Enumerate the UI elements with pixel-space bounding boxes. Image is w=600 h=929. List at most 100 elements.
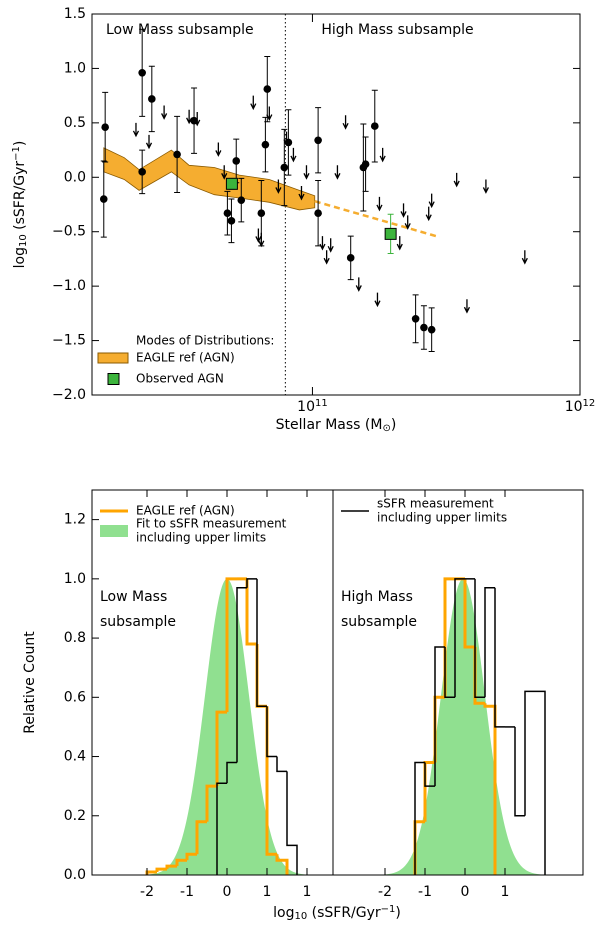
x-tick-label: -1: [180, 884, 194, 900]
x-tick-label: -2: [140, 884, 154, 900]
upper-limit-arrow: [396, 236, 403, 251]
histogram-step: [524, 690, 535, 816]
upper-limit-arrow: [319, 236, 326, 251]
y-axis-label-part: log: [12, 247, 28, 268]
legend-label: sSFR measurement: [377, 497, 494, 511]
data-point: [173, 150, 181, 159]
legend-swatch: [107, 373, 120, 385]
eagle-extension: [314, 200, 441, 239]
histogram-step: [175, 858, 187, 867]
histogram-step: [514, 726, 525, 817]
x-tick-label: -2: [378, 884, 392, 900]
x-tick-label: 1: [501, 884, 510, 900]
histogram-step: [454, 578, 465, 698]
data-point: [261, 140, 270, 149]
histogram-step: [155, 867, 167, 873]
data-point: [148, 95, 156, 103]
y-tick-label: 0.0: [64, 169, 86, 185]
upper-limit-arrow: [290, 147, 297, 163]
data-point: [101, 123, 109, 132]
annotation: High Mass subsample: [321, 22, 473, 38]
x-tick-label: -1: [418, 884, 432, 900]
legend-label: EAGLE ref (AGN): [136, 504, 235, 518]
y-tick-label: 0.0: [64, 867, 86, 883]
histogram-step: [494, 587, 505, 728]
data-point: [237, 196, 246, 204]
histogram-step: [286, 771, 298, 875]
data-point: [346, 254, 355, 262]
x-axis-label-part: 10: [294, 911, 307, 922]
x-tick-base: 10: [297, 399, 315, 415]
histogram-step: [474, 578, 485, 699]
histogram-step: [444, 646, 455, 699]
x-axis-label-part: log: [273, 905, 294, 921]
x-tick-label: 1012: [565, 398, 596, 416]
x-axis-label-part: ⊙: [382, 423, 390, 434]
histogram-step: [265, 706, 277, 856]
y-axis-label-part: (sSFR/Gyr: [12, 161, 28, 235]
data-point: [138, 168, 146, 176]
x-axis-label-part: −1: [381, 904, 396, 915]
x-axis-label-part: Stellar Mass (M: [276, 417, 383, 433]
upper-limit-arrow: [215, 142, 222, 157]
data-point: [227, 217, 236, 225]
annotation: Low Mass: [100, 589, 167, 605]
upper-limit-arrow: [132, 122, 140, 138]
legend-swatch: [97, 352, 129, 364]
histogram-step: [215, 710, 227, 787]
upper-limit-arrow: [145, 134, 153, 150]
upper-limit-arrow: [186, 109, 193, 125]
histogram-step: [226, 761, 237, 784]
x-tick-label: 1: [263, 884, 272, 900]
y-axis-label: log10 (sSFR/Gyr−1): [11, 141, 29, 269]
y-tick-label: −0.5: [52, 224, 86, 240]
x-tick-label: 0: [461, 884, 470, 900]
y-tick-label: −2.0: [52, 387, 86, 403]
x-axis-label-part: (sSFR/Gyr: [307, 905, 381, 921]
y-tick-label: 0.5: [64, 115, 86, 131]
upper-limit-arrow: [283, 131, 290, 147]
y-axis-label-part: −1: [11, 146, 22, 161]
data-point: [257, 209, 266, 218]
data-point: [420, 323, 428, 332]
upper-limit-arrow: [266, 106, 273, 121]
histogram-step: [463, 578, 475, 649]
upper-limit-arrow: [453, 172, 460, 188]
annotation: Low Mass subsample: [106, 22, 254, 38]
data-point: [280, 163, 289, 172]
data-point: [223, 209, 232, 218]
data-point: [314, 209, 322, 218]
gaussian-fit: [92, 578, 333, 875]
y-tick-label: 1.0: [64, 571, 86, 587]
histogram-step: [414, 761, 425, 875]
histogram-step: [256, 578, 267, 707]
x-tick-label: 0: [223, 884, 232, 900]
data-point: [232, 157, 241, 165]
y-tick-label: −1.5: [52, 333, 86, 349]
y-tick-label: 0.8: [64, 630, 86, 646]
x-axis-label: log10 (sSFR/Gyr−1): [273, 904, 401, 922]
upper-limit-arrow: [355, 277, 362, 292]
histogram-step: [276, 756, 287, 773]
x-tick-exponent: 12: [583, 398, 596, 409]
y-tick-label: 1.5: [64, 6, 86, 22]
upper-limit-arrow: [463, 299, 471, 314]
upper-limit-arrow: [342, 115, 349, 130]
y-axis-label: Relative Count: [22, 631, 38, 734]
upper-limit-arrow: [275, 179, 282, 194]
upper-limit-arrow: [428, 193, 435, 209]
upper-limit-arrow: [221, 165, 228, 180]
upper-limit-arrow: [334, 165, 341, 180]
data-point: [263, 85, 272, 93]
y-tick-label: −1.0: [52, 278, 86, 294]
histogram-step: [483, 703, 497, 875]
legend-title: Modes of Distributions:: [136, 334, 274, 348]
x-axis-label-part: ): [395, 905, 400, 921]
data-point: [99, 195, 108, 203]
legend-label: Fit to sSFR measurement: [136, 517, 287, 531]
histogram-step: [165, 864, 177, 870]
histogram-step: [266, 706, 277, 758]
upper-limit-arrow: [298, 185, 305, 201]
histogram-step: [535, 690, 546, 875]
histogram-step: [185, 852, 197, 861]
